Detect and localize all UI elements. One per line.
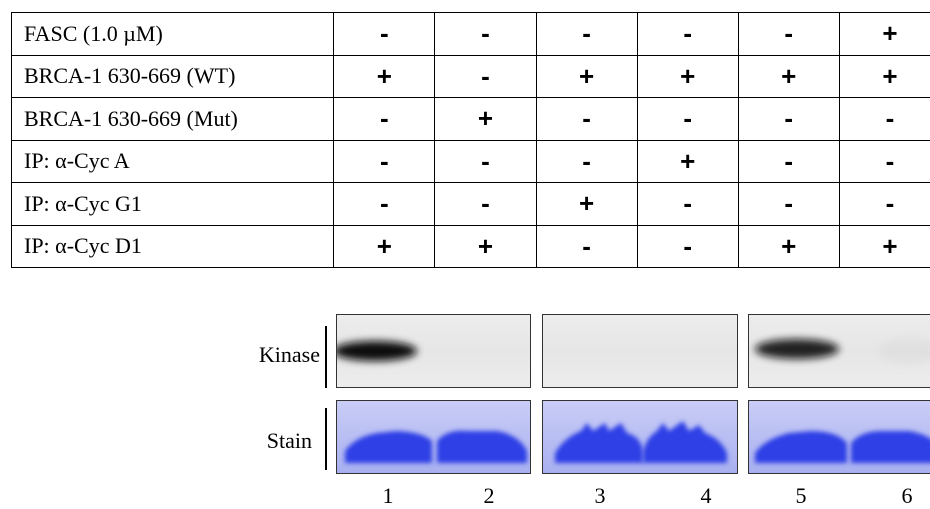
lane-number-2: 2 xyxy=(469,483,509,509)
lane-number-3: 3 xyxy=(580,483,620,509)
condition-cell: - xyxy=(839,140,930,183)
condition-cell: + xyxy=(839,225,930,268)
kinase-gel-bands-1-2 xyxy=(337,315,531,388)
condition-cell: + xyxy=(839,13,930,56)
condition-label: BRCA-1 630-669 (Mut) xyxy=(12,98,334,141)
condition-row: IP: α-Cyc A---+-- xyxy=(12,140,930,183)
condition-cell: + xyxy=(738,55,839,98)
stain-band-lane-5 xyxy=(755,431,847,463)
condition-cell: - xyxy=(334,13,435,56)
kinase-gel-bands-5-6 xyxy=(749,315,930,388)
stain-gel-bands-5-6 xyxy=(749,401,930,474)
condition-row: FASC (1.0 µM)-----+ xyxy=(12,13,930,56)
condition-table: FASC (1.0 µM)-----+BRCA-1 630-669 (WT)+-… xyxy=(11,12,930,268)
condition-cell: - xyxy=(637,98,738,141)
lane-number-1: 1 xyxy=(368,483,408,509)
condition-cell: - xyxy=(738,13,839,56)
condition-cell: - xyxy=(334,183,435,226)
condition-cell: - xyxy=(536,98,637,141)
stain-band-lane-4 xyxy=(643,421,727,463)
condition-cell: - xyxy=(435,183,536,226)
condition-cell: + xyxy=(637,55,738,98)
lane-number-6: 6 xyxy=(887,483,927,509)
condition-cell: - xyxy=(334,98,435,141)
condition-cell: - xyxy=(536,225,637,268)
condition-row: BRCA-1 630-669 (Mut)-+---- xyxy=(12,98,930,141)
stain-gel-lanes-5-6 xyxy=(748,400,930,474)
condition-cell: + xyxy=(536,55,637,98)
kinase-gel-lanes-3-4 xyxy=(542,314,738,388)
lane-number-4: 4 xyxy=(686,483,726,509)
condition-cell: - xyxy=(738,183,839,226)
lane-number-5: 5 xyxy=(781,483,821,509)
condition-cell: - xyxy=(435,13,536,56)
kinase-band-lane-6 xyxy=(879,337,930,365)
condition-row: IP: α-Cyc G1--+--- xyxy=(12,183,930,226)
kinase-band-lane-1 xyxy=(337,341,417,361)
stain-band-lane-6 xyxy=(851,431,930,463)
stain-band-lane-2 xyxy=(437,431,527,463)
kinase-label-bar xyxy=(325,326,327,388)
condition-row: IP: α-Cyc D1++--++ xyxy=(12,225,930,268)
condition-cell: - xyxy=(637,13,738,56)
condition-label: BRCA-1 630-669 (WT) xyxy=(12,55,334,98)
kinase-gel-bands-3-4 xyxy=(543,315,738,388)
stain-gel-lanes-3-4 xyxy=(542,400,738,474)
stain-gel-bands-1-2 xyxy=(337,401,531,474)
stain-band-lane-3 xyxy=(555,423,643,463)
stain-label-bar xyxy=(325,408,327,470)
condition-cell: - xyxy=(637,183,738,226)
condition-label: IP: α-Cyc D1 xyxy=(12,225,334,268)
condition-cell: - xyxy=(637,225,738,268)
condition-label: IP: α-Cyc A xyxy=(12,140,334,183)
condition-cell: - xyxy=(738,98,839,141)
condition-label: FASC (1.0 µM) xyxy=(12,13,334,56)
condition-cell: + xyxy=(334,225,435,268)
stain-gel-lanes-1-2 xyxy=(336,400,531,474)
condition-row: BRCA-1 630-669 (WT)+-++++ xyxy=(12,55,930,98)
condition-cell: - xyxy=(839,183,930,226)
condition-cell: + xyxy=(435,225,536,268)
condition-label: IP: α-Cyc G1 xyxy=(12,183,334,226)
condition-cell: + xyxy=(334,55,435,98)
condition-cell: + xyxy=(738,225,839,268)
condition-cell: - xyxy=(334,140,435,183)
condition-cell: + xyxy=(536,183,637,226)
condition-cell: + xyxy=(839,55,930,98)
stain-band-lane-1 xyxy=(345,431,432,463)
condition-cell: - xyxy=(435,55,536,98)
condition-cell: + xyxy=(435,98,536,141)
kinase-row-label: Kinase xyxy=(120,342,320,368)
condition-cell: + xyxy=(637,140,738,183)
stain-gel-bands-3-4 xyxy=(543,401,738,474)
stain-row-label: Stain xyxy=(112,428,312,454)
kinase-band-lane-5 xyxy=(755,339,839,359)
kinase-gel-lanes-5-6 xyxy=(748,314,930,388)
condition-cell: - xyxy=(536,140,637,183)
condition-cell: - xyxy=(536,13,637,56)
condition-cell: - xyxy=(435,140,536,183)
condition-cell: - xyxy=(839,98,930,141)
kinase-gel-lanes-1-2 xyxy=(336,314,531,388)
condition-cell: - xyxy=(738,140,839,183)
